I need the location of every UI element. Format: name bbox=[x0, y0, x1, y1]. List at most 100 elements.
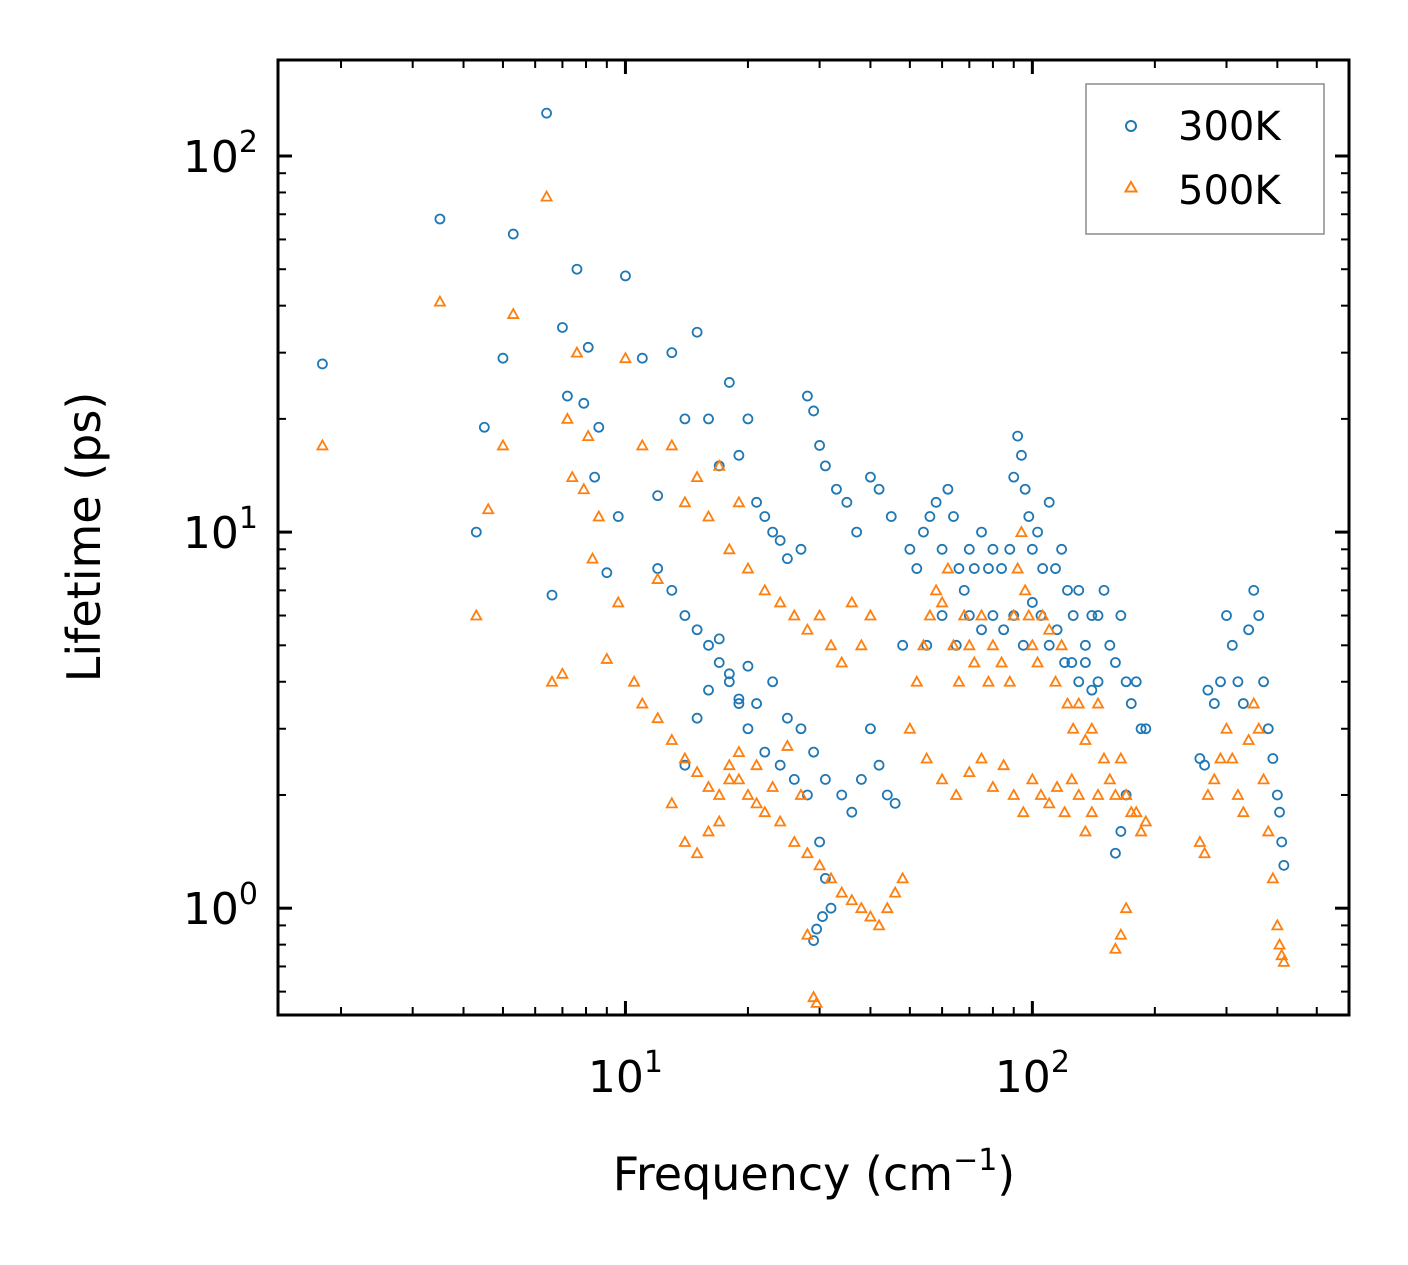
data-point-500k bbox=[1108, 788, 1122, 800]
data-point-500k bbox=[952, 674, 966, 687]
data-point-300k bbox=[751, 496, 762, 508]
data-point-500k bbox=[1277, 954, 1291, 967]
data-point-300k bbox=[767, 526, 779, 538]
data-point-500k bbox=[651, 711, 665, 724]
data-point-500k bbox=[773, 595, 787, 608]
data-point-300k bbox=[1237, 698, 1249, 709]
data-point-500k bbox=[732, 772, 746, 785]
data-point-500k bbox=[540, 189, 554, 202]
data-point-500k bbox=[1198, 846, 1212, 859]
data-point-300k bbox=[652, 563, 664, 574]
y-tick-label: 101 bbox=[183, 501, 258, 559]
data-point-500k bbox=[800, 927, 814, 940]
data-point-300k bbox=[795, 543, 807, 555]
data-point-300k bbox=[666, 584, 678, 596]
data-point-300k bbox=[942, 483, 954, 495]
data-point-500k bbox=[678, 751, 692, 764]
data-point-300k bbox=[918, 526, 929, 538]
data-point-500k bbox=[1014, 525, 1028, 537]
data-point-500k bbox=[758, 583, 772, 596]
data-point-300k bbox=[1271, 789, 1283, 801]
data-point-300k bbox=[1017, 639, 1029, 651]
data-point-500k bbox=[665, 796, 679, 809]
data-point-300k bbox=[795, 723, 807, 735]
data-point-500k bbox=[1016, 805, 1030, 818]
data-point-500k bbox=[962, 638, 976, 651]
data-point-500k bbox=[800, 846, 814, 859]
data-point-300k bbox=[814, 440, 825, 451]
data-point-300k bbox=[865, 723, 876, 735]
data-point-500k bbox=[506, 307, 520, 319]
legend: 300K 500K bbox=[1085, 83, 1325, 235]
data-point-300k bbox=[1066, 657, 1078, 668]
data-point-500k bbox=[929, 583, 943, 596]
data-point-500k bbox=[1219, 721, 1234, 734]
y-axis-ticks bbox=[278, 154, 1349, 993]
data-point-300k bbox=[1050, 563, 1061, 574]
legend-marker-300k bbox=[1125, 120, 1137, 132]
data-point-500k bbox=[690, 846, 704, 859]
data-point-500k bbox=[585, 551, 600, 564]
data-point-500k bbox=[986, 638, 1000, 651]
data-point-500k bbox=[701, 824, 716, 837]
legend-label-300k: 300K bbox=[1178, 104, 1282, 150]
data-point-500k bbox=[1025, 638, 1039, 651]
data-point-500k bbox=[1031, 655, 1045, 668]
data-point-500k bbox=[1072, 788, 1086, 800]
data-point-300k bbox=[578, 397, 590, 409]
data-point-300k bbox=[497, 352, 509, 364]
data-point-300k bbox=[924, 511, 936, 522]
data-point-500k bbox=[1011, 561, 1025, 574]
data-point-300k bbox=[1079, 657, 1091, 668]
data-point-500k bbox=[896, 871, 910, 884]
data-point-500k bbox=[903, 721, 917, 734]
data-point-300k bbox=[1098, 584, 1110, 596]
data-point-300k bbox=[1026, 543, 1038, 555]
data-point-500k bbox=[701, 780, 716, 792]
data-point-300k bbox=[733, 693, 745, 705]
data-point-300k bbox=[1110, 657, 1121, 668]
data-point-300k bbox=[713, 633, 725, 645]
data-point-500k bbox=[835, 655, 849, 668]
data-point-500k bbox=[794, 788, 808, 800]
data-point-300k bbox=[636, 352, 648, 364]
data-point-300k bbox=[691, 624, 703, 636]
data-point-300k bbox=[904, 543, 916, 555]
data-point-300k bbox=[1253, 610, 1265, 621]
data-point-500k bbox=[1055, 638, 1069, 651]
data-point-300k bbox=[1276, 836, 1288, 848]
data-point-300k bbox=[546, 589, 558, 601]
data-point-300k bbox=[1056, 543, 1068, 555]
data-point-500k bbox=[1050, 780, 1064, 792]
data-point-300k bbox=[759, 746, 771, 758]
data-point-300k bbox=[733, 449, 745, 461]
data-point-300k bbox=[1016, 449, 1027, 461]
data-point-300k bbox=[1062, 584, 1073, 596]
data-point-300k bbox=[1140, 723, 1152, 735]
data-point-300k bbox=[1202, 684, 1214, 696]
data-point-300k bbox=[571, 263, 583, 275]
data-point-500k bbox=[570, 345, 584, 358]
data-point-300k bbox=[1125, 698, 1137, 709]
data-point-300k bbox=[317, 358, 328, 370]
data-point-500k bbox=[949, 788, 963, 800]
data-point-500k bbox=[1213, 751, 1228, 764]
data-point-500k bbox=[577, 482, 591, 495]
data-point-300k bbox=[679, 759, 691, 771]
data-point-300k bbox=[987, 543, 999, 555]
data-point-500k bbox=[1097, 751, 1111, 764]
data-point-500k bbox=[555, 666, 569, 679]
data-point-500k bbox=[722, 772, 736, 785]
data-point-300k bbox=[930, 496, 942, 508]
data-point-300k bbox=[781, 712, 793, 724]
data-point-300k bbox=[1092, 610, 1104, 621]
data-point-300k bbox=[1208, 698, 1220, 709]
data-point-500k bbox=[835, 885, 849, 898]
data-point-300k bbox=[1199, 759, 1210, 771]
data-point-300k bbox=[1008, 471, 1020, 483]
data-point-500k bbox=[1036, 608, 1050, 621]
data-point-500k bbox=[1134, 824, 1148, 837]
data-point-300k bbox=[1004, 543, 1016, 555]
data-point-300k bbox=[723, 668, 735, 680]
data-point-300k bbox=[1086, 610, 1098, 621]
